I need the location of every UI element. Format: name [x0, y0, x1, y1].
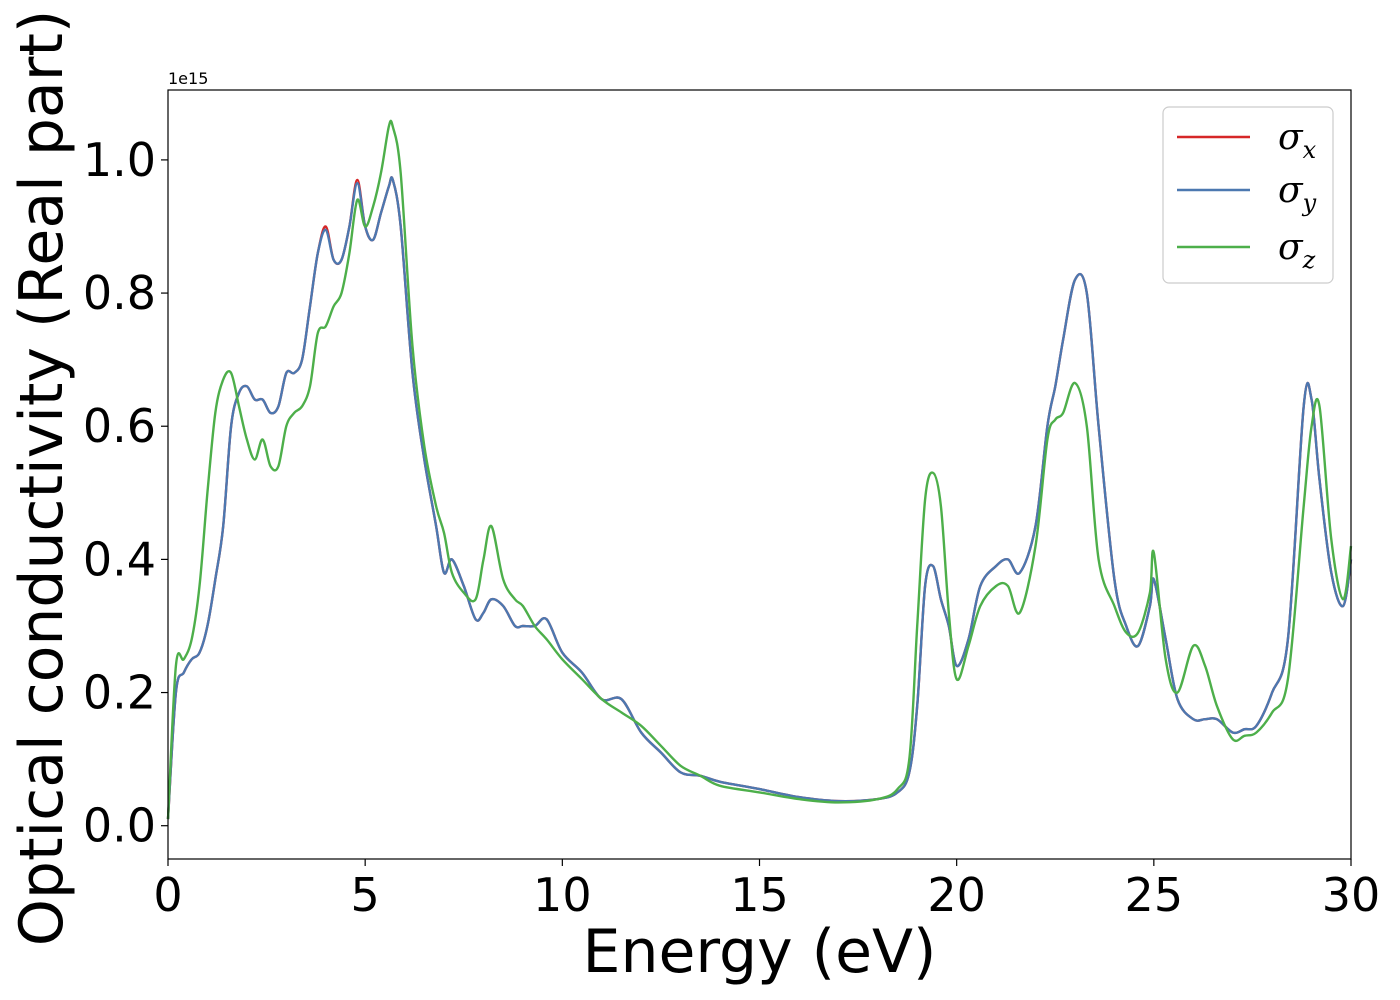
y-axis-title: Optical conductivity (Real part): [7, 10, 77, 947]
series-layer: [166, 119, 1353, 820]
y-tick-label: 0.8: [83, 266, 156, 320]
x-tick-label: 25: [1125, 868, 1184, 922]
legend-label-z: σz: [1278, 227, 1316, 274]
x-tick-label: 10: [533, 868, 592, 922]
legend-label-x: σx: [1278, 117, 1317, 164]
x-axis-title: Energy (eV): [583, 917, 937, 987]
legend-box: [1162, 106, 1334, 284]
y-tick-label: 0.6: [83, 399, 156, 453]
series-line-z: [166, 119, 1353, 820]
x-tick-label: 30: [1322, 868, 1381, 922]
legend: σx σy σz: [1162, 106, 1334, 284]
x-tick-label: 15: [730, 868, 789, 922]
x-tick-label: 0: [153, 868, 182, 922]
series-line-y: [166, 176, 1353, 820]
y-offset-label: 1e15: [168, 69, 208, 88]
y-tick-label: 1.0: [83, 133, 156, 187]
x-tick-label: 20: [927, 868, 986, 922]
y-tick-label: 0.2: [83, 666, 156, 720]
x-axis: 0 5 10 15 20 25 30: [153, 859, 1380, 922]
legend-label-y: σy: [1278, 170, 1317, 217]
x-tick-label: 5: [351, 868, 380, 922]
y-axis: 0.0 0.2 0.4 0.6 0.8 1.0: [83, 133, 168, 853]
y-tick-label: 0.0: [83, 799, 156, 853]
y-tick-label: 0.4: [83, 532, 156, 586]
